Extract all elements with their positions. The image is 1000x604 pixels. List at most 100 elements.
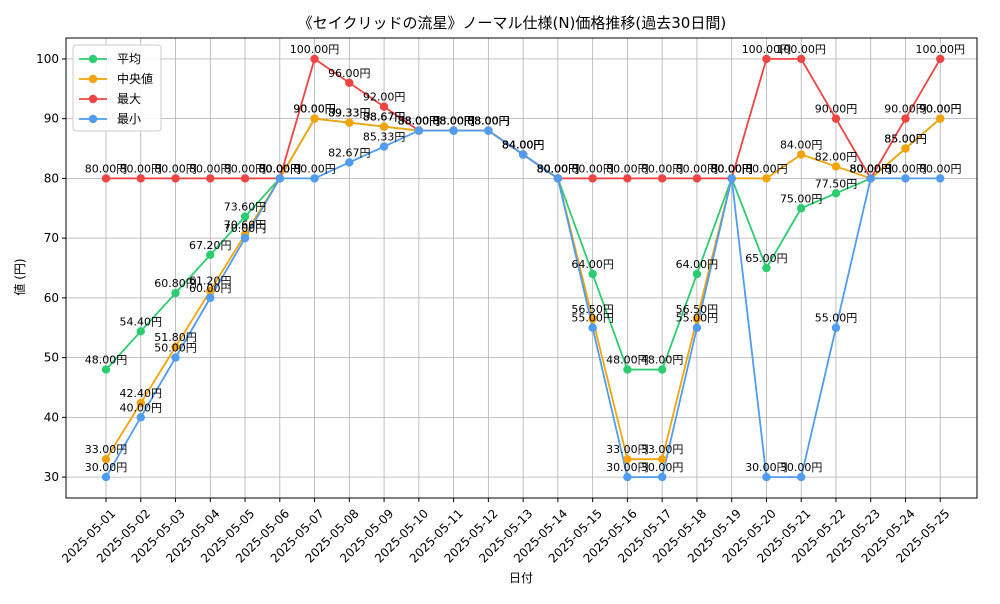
data-label-2: 100.00円 bbox=[776, 43, 826, 56]
data-label-2: 92.00円 bbox=[363, 91, 406, 104]
data-point-2 bbox=[623, 174, 632, 183]
data-label-0: 88.00円 bbox=[467, 115, 510, 128]
data-label-3: 84.00円 bbox=[502, 138, 545, 151]
data-label-1: 84.00円 bbox=[780, 138, 823, 151]
data-label-3: 88.00円 bbox=[432, 115, 475, 128]
data-point-0 bbox=[101, 365, 111, 374]
data-label-2: 84.00円 bbox=[502, 138, 545, 151]
data-label-1: 51.80円 bbox=[154, 331, 197, 344]
data-label-0: 88.00円 bbox=[398, 115, 441, 128]
data-point-0 bbox=[762, 263, 771, 273]
data-point-3 bbox=[136, 413, 145, 422]
data-label-0: 67.20円 bbox=[189, 239, 232, 252]
data-point-2 bbox=[379, 102, 389, 111]
data-label-2: 90.00円 bbox=[884, 103, 927, 116]
data-label-2: 80.00円 bbox=[120, 162, 163, 175]
data-point-3 bbox=[484, 126, 493, 135]
data-label-3: 80.00円 bbox=[884, 162, 927, 175]
data-point-3 bbox=[310, 174, 319, 183]
data-label-2: 80.00円 bbox=[849, 162, 892, 175]
data-point-3 bbox=[553, 174, 563, 183]
data-label-3: 55.00円 bbox=[676, 312, 719, 325]
data-point-2 bbox=[171, 174, 180, 183]
data-point-3 bbox=[240, 233, 250, 243]
data-label-0: 80.00円 bbox=[849, 162, 892, 175]
data-point-0 bbox=[623, 365, 632, 374]
data-label-1: 33.00円 bbox=[641, 443, 684, 456]
data-label-3: 55.00円 bbox=[571, 312, 614, 325]
data-point-3 bbox=[518, 150, 528, 159]
data-label-1: 90.00円 bbox=[919, 103, 962, 116]
data-label-2: 100.00円 bbox=[290, 43, 340, 56]
data-point-3 bbox=[727, 174, 736, 183]
data-point-1 bbox=[310, 114, 319, 123]
data-label-0: 80.00円 bbox=[259, 162, 302, 175]
data-label-1: 80.00円 bbox=[710, 162, 753, 175]
data-label-2: 80.00円 bbox=[641, 162, 684, 175]
data-label-2: 80.00円 bbox=[259, 162, 302, 175]
data-label-1: 80.00円 bbox=[745, 162, 788, 175]
data-label-0: 73.60円 bbox=[224, 201, 267, 214]
y-tick-label: 40 bbox=[44, 410, 59, 424]
data-label-2: 80.00円 bbox=[85, 162, 128, 175]
data-label-0: 84.00円 bbox=[502, 138, 545, 151]
data-point-2 bbox=[692, 174, 702, 183]
data-point-3 bbox=[936, 174, 945, 183]
data-point-1 bbox=[901, 144, 910, 153]
data-labels: 48.00円 54.40円 60.80円 67.20円 73.60円 80.00円 90.0… bbox=[85, 43, 965, 474]
data-point-3 bbox=[831, 323, 841, 332]
data-label-3: 88.00円 bbox=[398, 115, 441, 128]
data-label-3: 60.00円 bbox=[189, 282, 232, 295]
data-label-0: 90.00円 bbox=[293, 103, 336, 116]
data-point-2 bbox=[901, 114, 910, 123]
data-label-0: 75.00円 bbox=[780, 192, 823, 205]
data-label-0: 80.00円 bbox=[537, 162, 580, 175]
data-label-3: 80.00円 bbox=[537, 162, 580, 175]
data-label-1: 88.00円 bbox=[467, 115, 510, 128]
data-point-3 bbox=[414, 126, 424, 135]
data-label-2: 80.00円 bbox=[537, 162, 580, 175]
data-point-3 bbox=[379, 142, 389, 151]
data-label-2: 88.00円 bbox=[467, 115, 510, 128]
data-label-1: 70.60円 bbox=[224, 219, 267, 232]
data-label-1: 42.40円 bbox=[120, 387, 163, 400]
data-point-3 bbox=[171, 353, 180, 362]
data-label-0: 88.67円 bbox=[363, 111, 406, 124]
data-point-2 bbox=[345, 78, 354, 88]
data-label-1: 82.00円 bbox=[815, 150, 858, 163]
data-label-2: 80.00円 bbox=[154, 162, 197, 175]
data-point-0 bbox=[136, 327, 145, 336]
data-point-2 bbox=[206, 174, 215, 183]
data-label-2: 88.00円 bbox=[432, 115, 475, 128]
data-label-1: 80.00円 bbox=[849, 162, 892, 175]
data-label-1: 80.00円 bbox=[259, 162, 302, 175]
legend-entry: 最大 bbox=[117, 92, 141, 106]
data-point-3 bbox=[657, 472, 667, 482]
data-label-0: 48.00円 bbox=[641, 354, 684, 367]
series-lines bbox=[101, 54, 945, 482]
data-label-3: 50.00円 bbox=[154, 342, 197, 355]
data-point-0 bbox=[831, 189, 841, 198]
legend-entry: 平均 bbox=[117, 52, 141, 66]
data-label-3: 80.00円 bbox=[849, 162, 892, 175]
data-point-1 bbox=[762, 174, 771, 183]
data-label-3: 85.33円 bbox=[363, 131, 406, 144]
data-point-3 bbox=[588, 323, 597, 332]
data-label-2: 80.00円 bbox=[606, 162, 649, 175]
data-point-3 bbox=[797, 472, 806, 482]
data-label-1: 90.00円 bbox=[293, 103, 336, 116]
data-label-2: 88.00円 bbox=[398, 115, 441, 128]
y-axis-title: 値 (円) bbox=[12, 258, 27, 295]
y-tick-label: 50 bbox=[44, 351, 59, 365]
data-point-1 bbox=[936, 114, 945, 123]
data-point-3 bbox=[345, 158, 354, 167]
y-tick-label: 100 bbox=[36, 52, 59, 66]
data-point-3 bbox=[206, 293, 215, 303]
data-label-0: 48.00円 bbox=[85, 354, 128, 367]
data-label-3: 30.00円 bbox=[85, 461, 128, 474]
data-label-3: 88.00円 bbox=[467, 115, 510, 128]
data-point-1 bbox=[101, 454, 111, 464]
data-label-0: 85.00円 bbox=[884, 133, 927, 146]
